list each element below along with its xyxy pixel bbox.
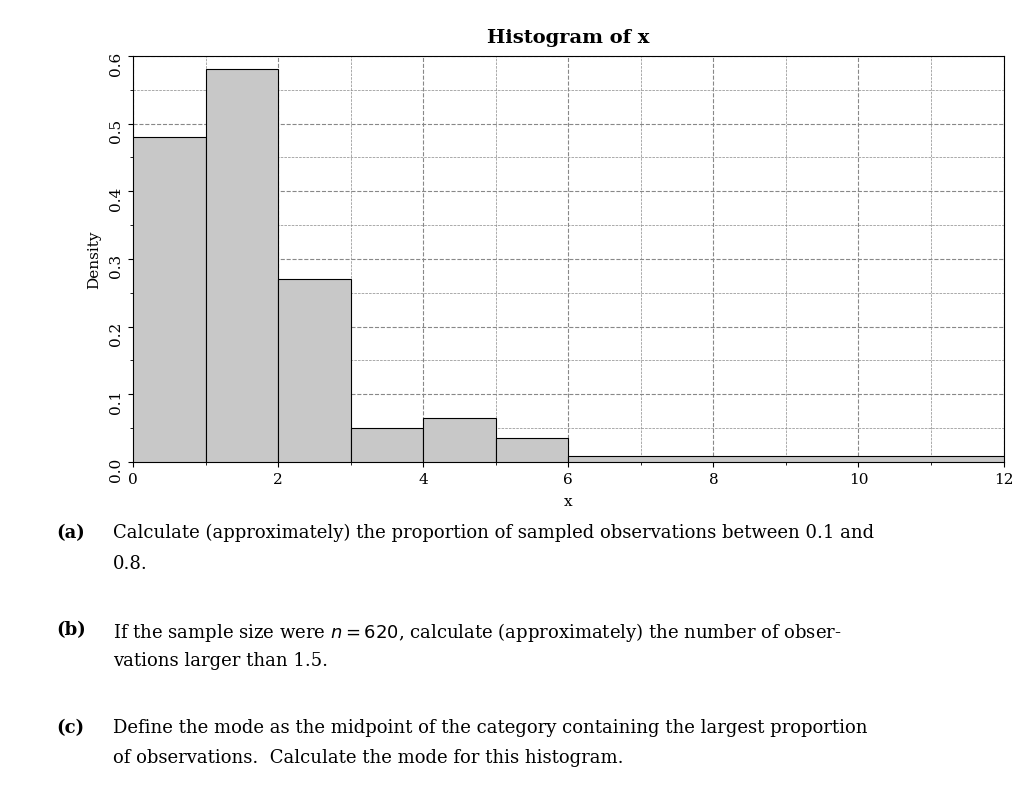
X-axis label: x: x [564, 494, 572, 508]
Bar [206, 71, 279, 462]
Text: Define the mode as the midpoint of the category containing the largest proportio: Define the mode as the midpoint of the c… [113, 718, 867, 736]
Bar [279, 280, 350, 462]
Text: (a): (a) [56, 523, 85, 541]
Text: Calculate (approximately) the proportion of sampled observations between 0.1 and: Calculate (approximately) the proportion… [113, 523, 873, 541]
Bar [350, 428, 423, 462]
Bar [133, 138, 206, 462]
Text: (b): (b) [56, 620, 86, 638]
Bar [496, 439, 568, 462]
Y-axis label: Density: Density [87, 230, 101, 289]
Bar [423, 418, 496, 462]
Text: vations larger than 1.5.: vations larger than 1.5. [113, 651, 328, 669]
Text: (c): (c) [56, 718, 84, 736]
Title: Histogram of x: Histogram of x [487, 29, 649, 47]
Text: If the sample size were $n = 620$, calculate (approximately) the number of obser: If the sample size were $n = 620$, calcu… [113, 620, 842, 643]
Text: of observations.  Calculate the mode for this histogram.: of observations. Calculate the mode for … [113, 749, 624, 766]
Bar [568, 457, 1004, 462]
Text: 0.8.: 0.8. [113, 554, 147, 572]
